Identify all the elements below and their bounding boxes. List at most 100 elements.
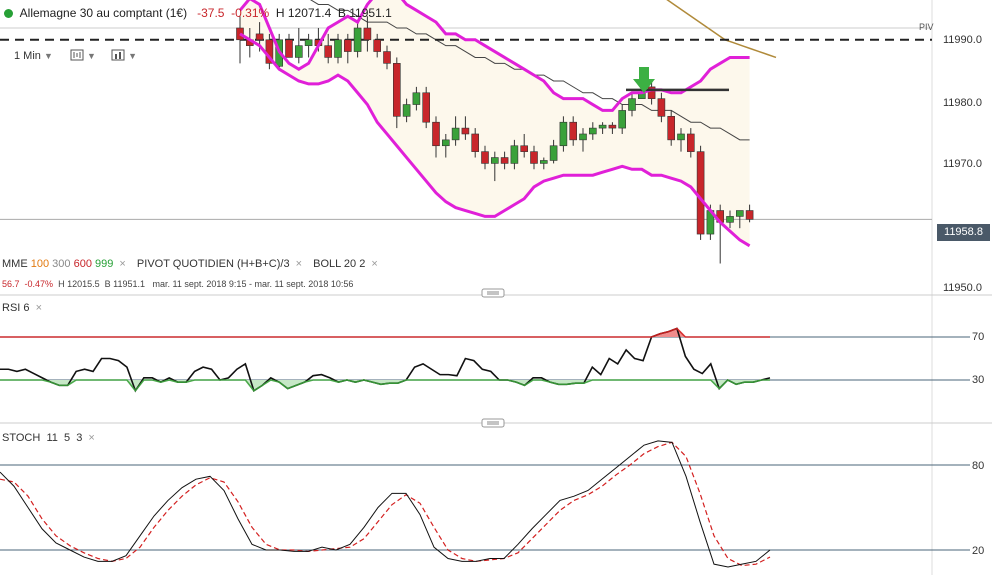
instrument-header: Allemagne 30 au comptant (1€) -37.5 -0.3… bbox=[4, 6, 392, 20]
candle-body bbox=[500, 157, 509, 164]
boll-dev: 2 bbox=[359, 258, 366, 270]
bollinger-lower-line bbox=[239, 32, 751, 248]
mme-label[interactable]: MME bbox=[2, 258, 28, 270]
price-tick: 11980.0 bbox=[943, 97, 982, 109]
interval-selector[interactable]: 1 Min ▼ bbox=[14, 50, 53, 62]
candle-body bbox=[745, 210, 754, 220]
indicators-button[interactable]: ▼ bbox=[111, 49, 137, 62]
candle-body bbox=[471, 133, 480, 152]
signal-marker bbox=[626, 67, 729, 93]
candle-body bbox=[588, 127, 597, 135]
chart-toolbar: 1 Min ▼ ▼ ▼ bbox=[14, 49, 137, 62]
price-change: -37.5 bbox=[197, 6, 225, 20]
candle-body bbox=[402, 104, 411, 117]
price-change-pct: -0.31% bbox=[231, 6, 270, 20]
rsi-period: 6 bbox=[23, 302, 30, 314]
range-change-pct: -0.47% bbox=[24, 279, 54, 289]
candle-body bbox=[481, 151, 489, 164]
candle-body bbox=[490, 157, 499, 164]
remove-stoch-icon[interactable]: × bbox=[88, 432, 95, 444]
candle-body bbox=[363, 27, 372, 41]
stoch-tick: 80 bbox=[972, 460, 985, 472]
indicator-legend: MME 100 300 600 999 × PIVOT QUOTIDIEN (H… bbox=[2, 258, 386, 270]
instrument-name[interactable]: Allemagne 30 au comptant (1€) bbox=[19, 6, 188, 20]
boll-label[interactable]: BOLL bbox=[313, 258, 341, 270]
candle-body bbox=[549, 145, 558, 161]
range-info: 56.7 -0.47% H 12015.5 B 11951.1 mar. 11 … bbox=[2, 279, 353, 289]
last-price-badge: 11958.8 bbox=[937, 224, 990, 241]
candle-body bbox=[530, 151, 538, 164]
candle-body bbox=[539, 160, 548, 164]
market-open-icon bbox=[4, 9, 13, 18]
remove-boll-icon[interactable]: × bbox=[371, 258, 378, 270]
candle-body bbox=[628, 98, 636, 111]
mme-100: 100 bbox=[30, 258, 50, 270]
stoch-slow: 3 bbox=[76, 432, 83, 444]
candle-body bbox=[294, 45, 303, 58]
candle-body bbox=[520, 145, 529, 152]
candle-body bbox=[618, 110, 627, 129]
pivot-type: QUOTIDIEN bbox=[172, 258, 234, 270]
candle-body bbox=[598, 124, 607, 129]
remove-pivot-icon[interactable]: × bbox=[295, 258, 303, 270]
interval-label: 1 Min bbox=[14, 50, 41, 62]
session-low: B 11951.1 bbox=[337, 6, 392, 20]
candle-body bbox=[304, 39, 313, 46]
candle-body bbox=[726, 216, 734, 223]
boll-period: 20 bbox=[343, 258, 357, 270]
candle-body bbox=[432, 121, 440, 147]
stoch-legend: STOCH 11 5 3 × bbox=[2, 432, 103, 444]
candle-body bbox=[392, 63, 401, 117]
date-range: mar. 11 sept. 2018 9:15 - mar. 11 sept. … bbox=[152, 279, 354, 289]
range-high: H 12015.5 bbox=[58, 279, 100, 289]
candle-body bbox=[324, 45, 333, 58]
range-low: B 11951.1 bbox=[104, 279, 146, 289]
rsi-legend: RSI 6 × bbox=[2, 302, 50, 314]
candle-body bbox=[559, 121, 568, 147]
rsi-label[interactable]: RSI bbox=[2, 302, 21, 314]
price-tick: 11990.0 bbox=[943, 34, 982, 46]
candle-body bbox=[461, 127, 470, 135]
candle-body bbox=[343, 39, 352, 52]
stochastic-series bbox=[0, 440, 970, 568]
pivot-formula: (H+B+C)/3 bbox=[236, 258, 290, 270]
candle-body bbox=[579, 133, 587, 141]
candle-body bbox=[255, 33, 264, 41]
chart-type-button[interactable]: ▼ bbox=[70, 49, 99, 62]
remove-mme-icon[interactable]: × bbox=[119, 258, 126, 270]
mme-long-line bbox=[666, 0, 777, 59]
candle-body bbox=[686, 133, 695, 152]
rsi-tick: 70 bbox=[972, 331, 985, 343]
pivot-tag: PIV bbox=[919, 22, 934, 32]
candle-body bbox=[422, 92, 431, 123]
mme-600: 600 bbox=[73, 258, 92, 270]
pane-resize-handle[interactable] bbox=[481, 418, 505, 428]
candle-body bbox=[285, 39, 293, 58]
stoch-label[interactable]: STOCH bbox=[2, 432, 41, 444]
candle-body bbox=[667, 116, 676, 141]
candle-body bbox=[451, 127, 460, 141]
pane-resize-handle[interactable] bbox=[481, 288, 505, 298]
stoch-k-line bbox=[0, 440, 771, 568]
pane-resize-handles[interactable] bbox=[481, 288, 505, 428]
candle-body bbox=[334, 39, 342, 58]
candle-body bbox=[608, 124, 617, 129]
rsi-oversold-fill bbox=[0, 380, 770, 391]
range-change: 56.7 bbox=[2, 279, 20, 289]
bollinger-band-fill bbox=[240, 0, 750, 246]
remove-rsi-icon[interactable]: × bbox=[35, 302, 43, 314]
price-tick: 11970.0 bbox=[943, 158, 982, 170]
price-tick: 11950.0 bbox=[943, 282, 982, 294]
rsi-oversold-line bbox=[0, 379, 770, 393]
candle-body bbox=[696, 151, 705, 235]
candle-body bbox=[657, 98, 666, 117]
chevron-down-icon: ▼ bbox=[43, 51, 53, 61]
mme-300: 300 bbox=[52, 258, 71, 270]
mme-999: 999 bbox=[95, 258, 114, 270]
pivot-label[interactable]: PIVOT bbox=[136, 258, 170, 270]
candle-body bbox=[510, 145, 519, 164]
candle-body bbox=[569, 121, 578, 141]
stoch-k: 11 bbox=[46, 432, 58, 444]
candle-body bbox=[383, 51, 391, 64]
